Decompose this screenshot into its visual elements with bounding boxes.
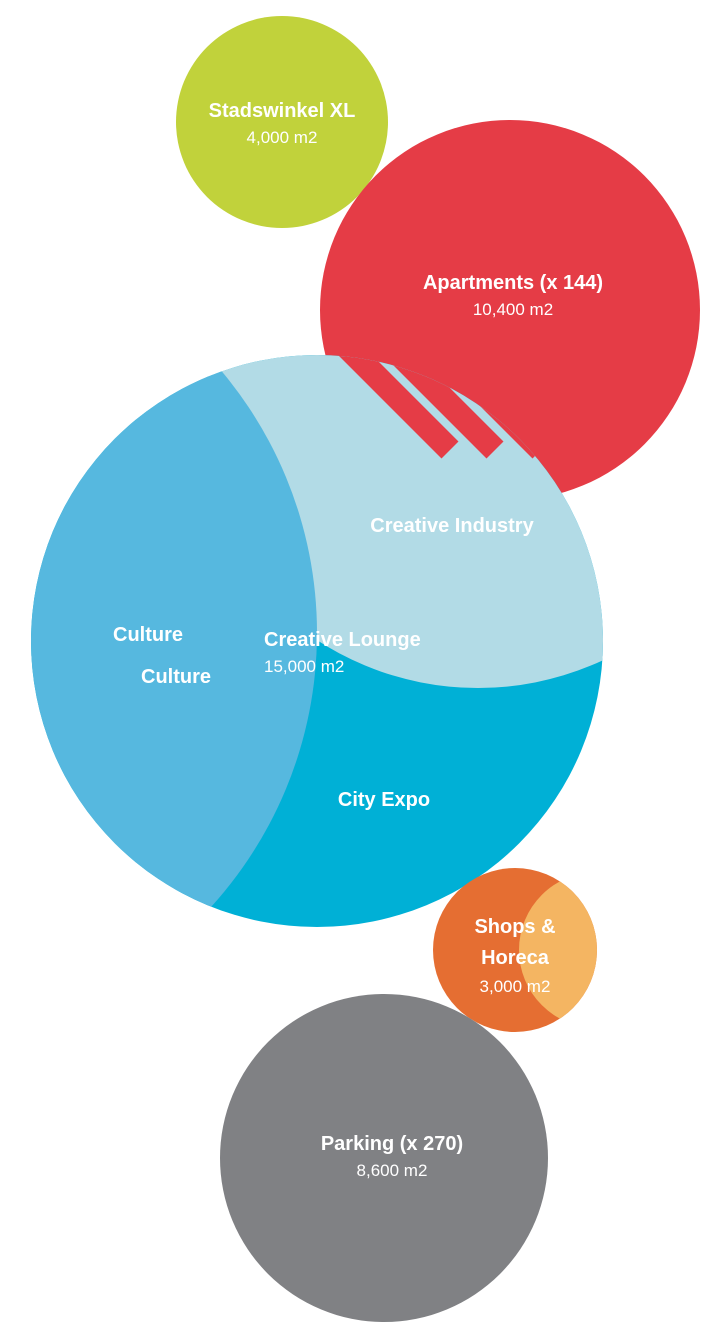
culture-label-2: Culture xyxy=(141,666,211,688)
shops-name-line1: Shops & xyxy=(474,916,555,938)
shops-light-area xyxy=(519,872,597,1028)
city-expo-label: City Expo xyxy=(338,789,430,811)
stadswinkel-area: 4,000 m2 xyxy=(247,128,318,147)
shops-name-line2: Horeca xyxy=(481,947,550,969)
parking-name: Parking (x 270) xyxy=(321,1133,463,1155)
shops-area: 3,000 m2 xyxy=(480,977,551,996)
parking-bubble: Parking (x 270) 8,600 m2 xyxy=(220,994,548,1322)
stadswinkel-circle xyxy=(176,16,388,228)
parking-area: 8,600 m2 xyxy=(357,1161,428,1180)
apartments-area: 10,400 m2 xyxy=(473,300,553,319)
stadswinkel-bubble: Stadswinkel XL 4,000 m2 xyxy=(176,16,388,228)
shops-bubble: Shops & Horeca 3,000 m2 xyxy=(433,868,597,1032)
stadswinkel-name: Stadswinkel XL xyxy=(209,100,356,122)
apartments-name: Apartments (x 144) xyxy=(423,272,603,294)
parking-circle xyxy=(220,994,548,1322)
creative-lounge-name: Creative Lounge xyxy=(264,629,421,651)
culture-label-1: Culture xyxy=(113,624,183,646)
creative-lounge-area: 15,000 m2 xyxy=(264,657,344,676)
creative-industry-label: Creative Industry xyxy=(370,515,534,537)
